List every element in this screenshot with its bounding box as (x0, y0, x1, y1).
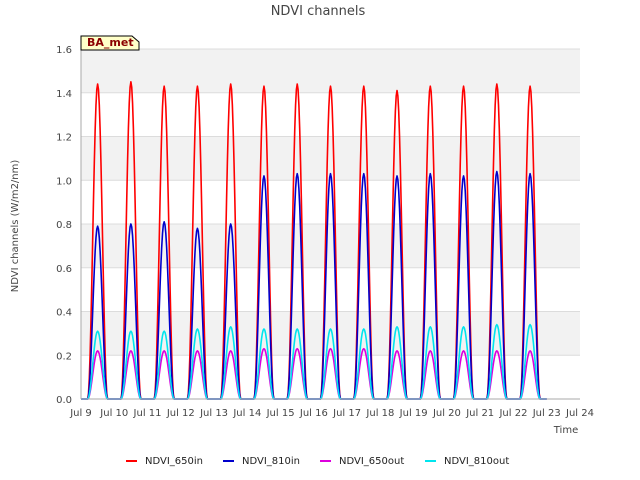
y-tick-label: 1.6 (56, 45, 72, 56)
x-tick-label: Jul 9 (69, 408, 92, 419)
y-axis-label: NDVI channels (W/m2/nm) (10, 160, 21, 293)
x-tick-label: Jul 23 (532, 408, 561, 419)
y-tick-label: 1.0 (56, 176, 72, 187)
y-tick-label: 1.4 (56, 89, 72, 100)
x-tick-label: Jul 16 (299, 408, 328, 419)
y-tick-labels: 0.0 0.2 0.4 0.6 0.8 1.0 1.2 1.4 1.6 (56, 45, 72, 406)
legend-item-ndvi_810in: NDVI_810in (223, 456, 300, 467)
legend-item-ndvi_650in: NDVI_650in (126, 456, 203, 467)
y-tick-label: 0.2 (56, 351, 72, 362)
x-tick-label: Jul 15 (266, 408, 295, 419)
x-tick-label: Jul 17 (332, 408, 361, 419)
legend: NDVI_650in NDVI_810in NDVI_650out NDVI_810o… (126, 456, 509, 467)
legend-item-ndvi_650out: NDVI_650out (320, 456, 404, 467)
axes (80, 49, 580, 400)
chart-title: NDVI channels (271, 4, 366, 19)
annotation-badge-box (80, 35, 140, 51)
x-tick-label: Jul 19 (399, 408, 428, 419)
plot-band (81, 92, 580, 137)
plot-band (81, 267, 580, 312)
legend-label: NDVI_810out (444, 456, 509, 467)
plot-band (81, 224, 580, 268)
y-tick-label: 0.4 (56, 308, 72, 319)
x-tick-label: Jul 11 (133, 408, 162, 419)
x-tick-label: Jul 24 (565, 408, 594, 419)
plot-band (81, 180, 580, 224)
x-tick-label: Jul 20 (432, 408, 461, 419)
annotation-badge-text: BA_met (87, 36, 134, 49)
y-tick-label: 1.2 (56, 133, 72, 144)
legend-label: NDVI_650in (145, 456, 203, 467)
annotation-badge: BA_met (80, 35, 140, 51)
x-tick-label: Jul 18 (365, 408, 394, 419)
legend-label: NDVI_650out (339, 456, 404, 467)
y-tick-label: 0.6 (56, 264, 72, 275)
x-tick-label: Jul 14 (232, 408, 261, 419)
y-tick-label: 0.0 (56, 395, 72, 406)
x-tick-label: Jul 10 (99, 408, 128, 419)
x-axis-label: Time (553, 425, 578, 436)
x-tick-label: Jul 12 (166, 408, 195, 419)
x-tick-label: Jul 21 (465, 408, 494, 419)
y-tick-label: 0.8 (56, 220, 72, 231)
x-tick-label: Jul 22 (498, 408, 527, 419)
x-tick-labels: Jul 9 Jul 10 Jul 11 Jul 12 Jul 13 Jul 14 Jul 1… (69, 408, 594, 419)
x-tick-label: Jul 13 (199, 408, 228, 419)
plot-band (81, 355, 580, 399)
legend-label: NDVI_810in (242, 456, 300, 467)
legend-item-ndvi_810out: NDVI_810out (425, 456, 509, 467)
